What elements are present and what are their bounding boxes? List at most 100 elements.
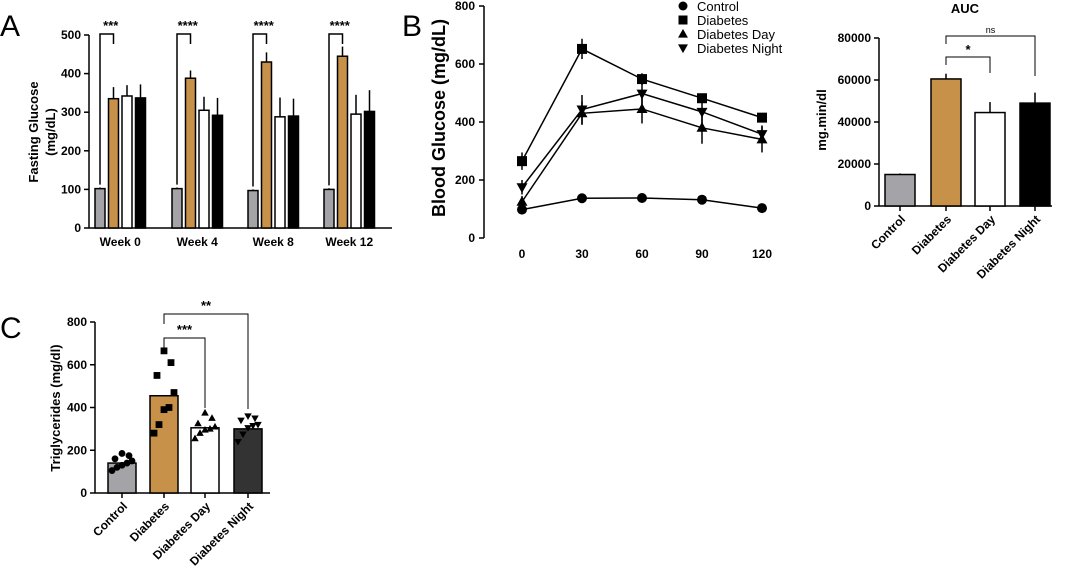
y-axis-label: mg.min/dl — [814, 89, 829, 150]
data-point — [636, 103, 648, 113]
y-tick-label: 400 — [455, 115, 475, 129]
data-point — [516, 196, 528, 206]
bar — [247, 189, 259, 229]
data-point — [160, 347, 168, 355]
x-tick-label: Week 12 — [325, 235, 373, 249]
legend-label: Diabetes — [697, 13, 749, 28]
y-axis-label: Fasting Glucose (mg/dL) — [26, 81, 58, 182]
y-tick-label: 200 — [61, 144, 81, 158]
x-tick-label: 60 — [635, 247, 649, 261]
x-tick-label: Week 4 — [177, 235, 218, 249]
data-point — [118, 450, 126, 457]
y-axis-label: Blood Glucose (mg/dL) — [429, 19, 449, 217]
significance-bracket — [163, 313, 249, 409]
data-point — [756, 130, 768, 140]
y-tick-label: 0 — [864, 199, 871, 213]
blood-glucose-chart: 0 200 400 600 800 0 30 60 90 120 Blood Glucose (mg… — [429, 0, 783, 261]
x-tick-label: 30 — [575, 247, 589, 261]
y-tick-label: 40000 — [838, 115, 872, 129]
data-point — [239, 431, 247, 439]
y-tick-label: 600 — [67, 358, 87, 372]
data-point — [696, 122, 708, 132]
data-point — [234, 438, 242, 446]
data-point — [201, 408, 209, 416]
significance-bracket — [252, 33, 268, 187]
y-tick-label: 80000 — [838, 31, 872, 45]
significance-bracket — [945, 56, 991, 73]
legend-label: Diabetes Night — [697, 41, 783, 56]
data-point — [697, 194, 707, 205]
data-point — [211, 422, 219, 430]
bar — [930, 78, 962, 207]
significance-bracket — [328, 33, 344, 186]
bar — [171, 187, 183, 229]
significance-label: ns — [986, 25, 996, 35]
data-point — [165, 404, 173, 411]
y-tick-label: 60000 — [838, 73, 872, 87]
panel-letter-a: A — [0, 10, 20, 43]
y-tick-label: 600 — [455, 57, 475, 71]
y-tick-label: 400 — [67, 401, 87, 415]
data-point — [170, 389, 178, 396]
y-tick-label: 800 — [67, 315, 87, 329]
y-tick-label: 200 — [67, 443, 87, 457]
bar — [184, 77, 197, 229]
bar — [134, 97, 147, 229]
data-point — [636, 89, 648, 100]
y-tick-label: 300 — [61, 105, 81, 119]
y-axis-label: Triglycerides (mg/dl) — [48, 344, 63, 471]
data-point — [757, 203, 767, 214]
data-point — [153, 372, 161, 379]
data-point — [125, 452, 133, 459]
legend-marker — [678, 28, 688, 38]
y-axis-label-line1: Fasting Glucose — [26, 81, 41, 182]
data-point — [208, 414, 216, 421]
y-tick-label: 0 — [468, 231, 475, 245]
legend-label: Control — [697, 0, 739, 14]
data-point — [254, 421, 262, 429]
data-point — [237, 417, 245, 425]
bar — [107, 97, 120, 229]
data-point — [160, 406, 168, 414]
x-tick-label: 90 — [695, 247, 709, 261]
significance-bracket — [163, 337, 206, 408]
panel-letter-b: B — [402, 10, 422, 43]
data-point — [637, 192, 647, 203]
significance-label: ** — [201, 298, 212, 313]
data-point — [244, 425, 252, 432]
bar — [198, 109, 210, 229]
x-tick-label: Control — [90, 499, 130, 539]
y-tick-label: 20000 — [838, 157, 872, 171]
data-point — [196, 429, 204, 436]
bar — [974, 111, 1006, 207]
data-point — [577, 193, 587, 204]
y-tick-label: 800 — [455, 0, 475, 13]
y-axis-label-line2: (mg/dL) — [43, 108, 58, 156]
legend-label: Diabetes Day — [697, 27, 776, 42]
data-point — [517, 204, 527, 215]
data-point — [155, 421, 163, 428]
x-tick-label: 0 — [519, 247, 526, 261]
significance-label: **** — [254, 18, 275, 33]
bar — [350, 113, 362, 229]
data-point — [194, 419, 202, 427]
data-point — [249, 422, 257, 430]
data-point — [191, 434, 199, 442]
panel-letter-c: C — [0, 312, 22, 345]
data-point — [206, 424, 214, 432]
x-tick-label: Week 0 — [100, 235, 141, 249]
y-tick-label: 400 — [61, 67, 81, 81]
data-point — [517, 156, 527, 167]
data-point — [516, 183, 528, 193]
legend-marker — [678, 15, 688, 25]
bar — [336, 55, 349, 229]
bar — [323, 188, 335, 229]
triglycerides-chart: 0 200 400 600 800 Triglycerides (mg/dl) Contro… — [48, 298, 270, 569]
significance-label: *** — [103, 18, 119, 33]
legend-marker — [678, 44, 688, 54]
data-point — [244, 413, 252, 420]
bar — [211, 114, 224, 229]
y-tick-label: 0 — [74, 221, 81, 235]
y-tick-label: 200 — [455, 173, 475, 187]
significance-bracket — [99, 33, 115, 185]
